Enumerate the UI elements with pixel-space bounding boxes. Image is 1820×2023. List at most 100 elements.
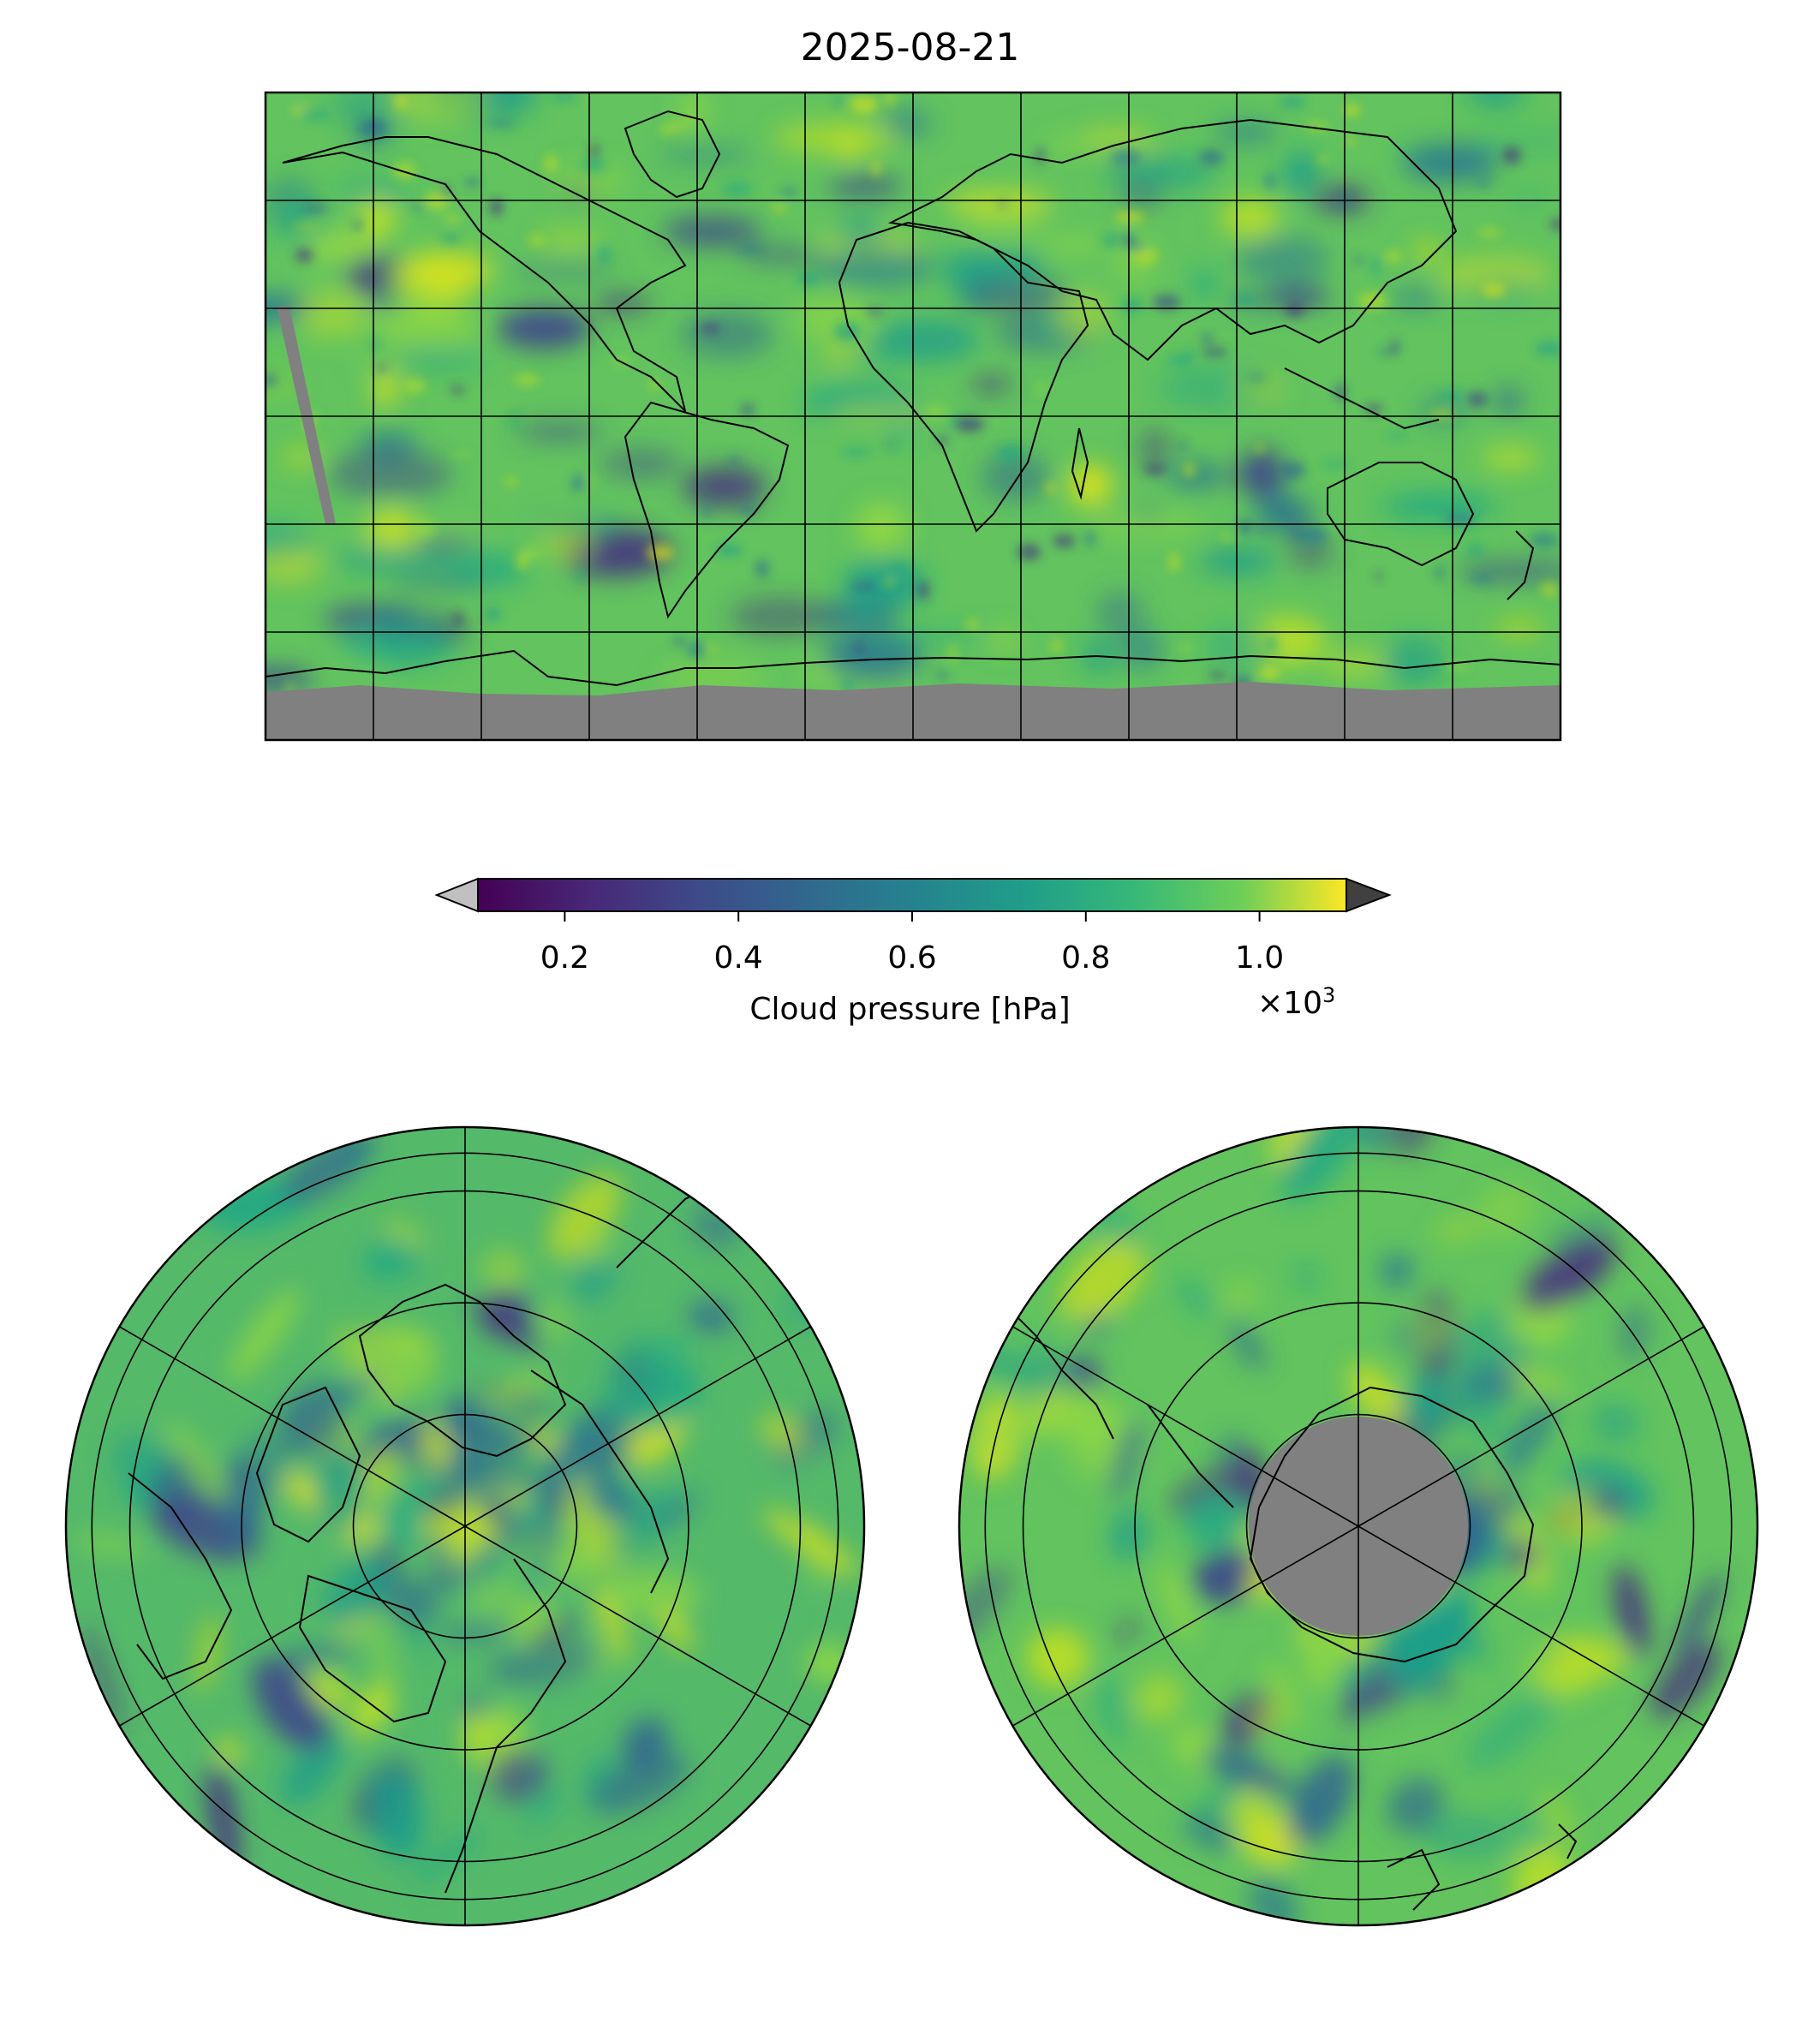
cloud-blob — [367, 1766, 425, 1860]
cloud-blob — [366, 506, 419, 556]
cloud-blob — [1301, 1620, 1349, 1692]
cloud-blob — [1352, 1127, 1392, 1154]
cloud-speckle — [736, 246, 766, 254]
cloud-speckle — [571, 474, 588, 492]
colorbar-tick-label: 0.6 — [887, 940, 937, 976]
cloud-blob — [1349, 1656, 1382, 1674]
cloud-speckle — [1246, 373, 1266, 380]
cloud-blob — [319, 1593, 348, 1626]
cloud-speckle — [1167, 552, 1180, 571]
cloud-blob — [253, 1658, 329, 1751]
cloud-blob — [1241, 448, 1285, 498]
cloud-speckle — [1374, 573, 1384, 579]
cloud-blob — [761, 1413, 804, 1453]
cloud-speckle — [1279, 461, 1306, 480]
cloud-blob — [658, 146, 754, 164]
cloud-blob — [587, 1233, 615, 1267]
cloud-speckle — [302, 205, 330, 212]
cloud-speckle — [576, 570, 587, 581]
cloud-speckle — [1220, 534, 1233, 542]
cloud-blob — [589, 1752, 689, 1814]
cloud-speckle — [544, 154, 558, 173]
colorbar-tick-label: 0.4 — [713, 940, 763, 976]
cloud-speckle — [1346, 136, 1354, 146]
colorbar-label: Cloud pressure [hPa] — [749, 992, 1071, 1027]
cloud-speckle — [1255, 526, 1269, 532]
cloud-blob — [813, 247, 935, 289]
cloud-blob — [1379, 1253, 1415, 1289]
cloud-blob — [1437, 255, 1553, 294]
meridian-line — [119, 1525, 466, 1727]
cloud-blob — [662, 216, 762, 248]
cloud-blob — [206, 1762, 240, 1877]
cloud-blob — [522, 1787, 564, 1829]
meridian-line — [1012, 1326, 1359, 1527]
cloud-blob — [488, 1640, 598, 1686]
cloud-blob — [1591, 1489, 1624, 1518]
cloud-speckle — [1131, 248, 1158, 265]
cloud-speckle — [487, 120, 516, 128]
cloud-blob — [546, 1541, 606, 1584]
cloud-blob — [1494, 387, 1522, 415]
colorbar-under-extension — [434, 877, 479, 913]
cloud-speckle — [1477, 178, 1492, 188]
cloud-speckle — [866, 307, 884, 315]
cloud-speckle — [597, 246, 612, 265]
cloud-blob — [1176, 1278, 1218, 1320]
cloud-speckle — [779, 188, 798, 197]
cloud-blob — [683, 466, 767, 508]
cloud-blob — [1199, 547, 1276, 576]
cloud-blob — [473, 1528, 542, 1623]
cloud-blob — [1237, 236, 1330, 284]
cloud-speckle — [1053, 534, 1076, 548]
cloud-blob — [959, 1566, 1012, 1656]
cloud-blob — [280, 1734, 343, 1805]
meridian-line — [1012, 1525, 1359, 1727]
cloud-blob — [608, 1488, 673, 1562]
cloud-blob — [1321, 648, 1387, 680]
cloud-blob — [538, 230, 601, 251]
cloud-blob — [1094, 1670, 1130, 1745]
cloud-blob — [334, 546, 454, 574]
cloud-blob — [370, 1615, 399, 1726]
cloud-blob — [1265, 286, 1330, 307]
cloud-blob — [1420, 1812, 1516, 1859]
cloud-speckle — [453, 612, 463, 626]
cloud-blob — [411, 1830, 480, 1885]
cloud-blob — [352, 354, 416, 368]
cloud-speckle — [1466, 391, 1489, 408]
cloud-blob — [1286, 537, 1334, 569]
cloud-speckle — [1167, 355, 1192, 366]
cloud-speckle — [716, 544, 743, 557]
cloud-speckle — [516, 552, 529, 570]
cloud-blob — [496, 1423, 540, 1459]
cloud-speckle — [1466, 543, 1483, 557]
cloud-blob — [1546, 1214, 1620, 1248]
cloud-speckle — [841, 448, 871, 456]
cloud-blob — [296, 288, 369, 340]
cloud-blob — [829, 406, 923, 421]
cloud-speckle — [949, 644, 957, 663]
cloud-speckle — [1102, 234, 1120, 247]
cloud-blob — [1435, 1219, 1479, 1241]
meridian-line — [464, 1326, 811, 1527]
cloud-blob — [681, 311, 773, 358]
cloud-blob — [1467, 92, 1525, 105]
cloud-blob — [872, 319, 980, 361]
cloud-speckle — [464, 178, 480, 187]
cloud-blob — [273, 194, 326, 245]
cloud-speckle — [1428, 409, 1456, 419]
cloud-blob — [1283, 150, 1320, 196]
cloud-speckle — [1254, 444, 1265, 453]
cloud-blob — [217, 1458, 263, 1548]
north-polar-graticule — [91, 1127, 839, 1925]
cloud-blob — [959, 279, 1073, 313]
cloud-speckle — [1035, 383, 1046, 395]
cloud-speckle — [1435, 566, 1444, 579]
cloud-speckle — [1476, 229, 1502, 236]
cloud-blob — [384, 1324, 438, 1394]
cloud-blob — [402, 250, 492, 290]
cloud-speckle — [1084, 531, 1096, 546]
cloud-speckle — [883, 578, 896, 586]
